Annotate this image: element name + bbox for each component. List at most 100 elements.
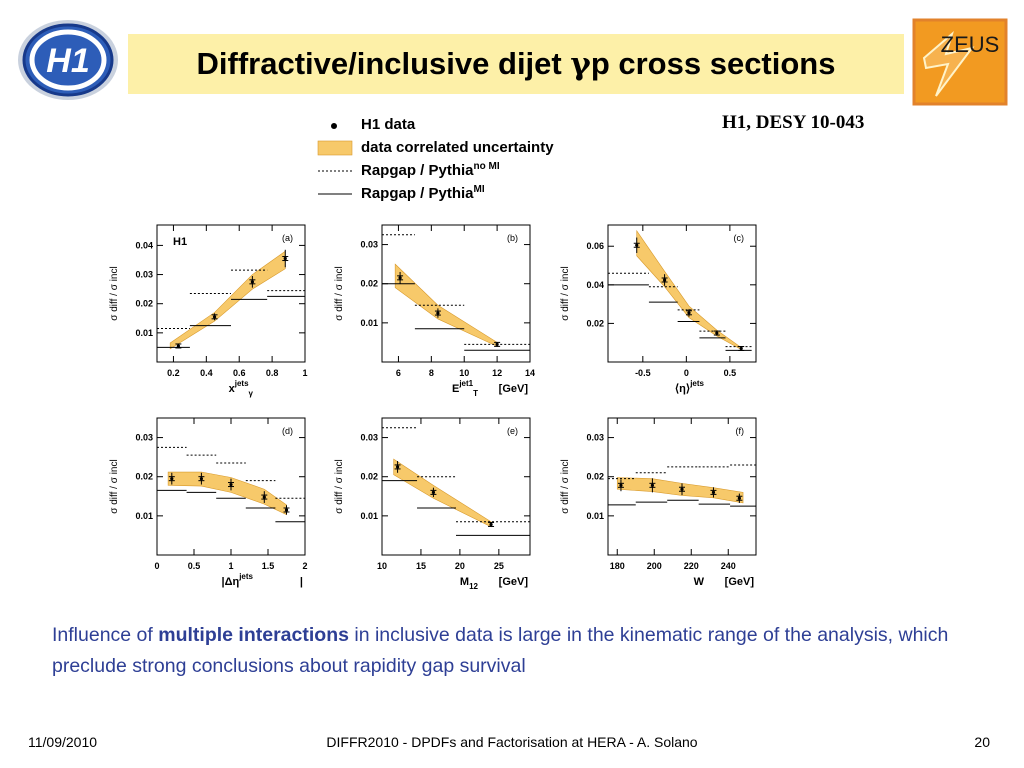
data-point [436, 311, 440, 315]
data-point [212, 315, 217, 319]
footer-page-number: 20 [974, 734, 990, 750]
legend-label: H1 data [361, 116, 416, 133]
panel-tag: (b) [507, 233, 518, 243]
footer-date: 11/09/2010 [28, 734, 98, 750]
zeus-logo: ZEUS [912, 18, 1008, 106]
x-tick-label: 200 [647, 561, 662, 571]
panel-tag: (a) [282, 233, 293, 243]
note-bold: multiple interactions [158, 624, 349, 646]
title-suffix: p cross sections [590, 46, 836, 81]
panel-frame [381, 417, 531, 556]
y-tick-label: 0.02 [586, 318, 604, 328]
x-tick-label: 0.5 [188, 561, 201, 571]
footer-center: DIFFR2010 - DPDFs and Factorisation at H… [326, 734, 698, 750]
panel-a: 0.2 0.4 0.6 0.8 1 0.01 0.02 0.03 0.04 (a) H1 σ diff… [109, 224, 308, 398]
legend-marker-band [317, 140, 353, 156]
uncertainty-band [169, 250, 286, 350]
title-prefix: Diffractive/inclusive dijet [196, 46, 571, 81]
data-point [489, 522, 493, 527]
legend: H1 data data correlated uncertainty Rapgap… [317, 116, 554, 202]
x-tick-label: 10 [459, 368, 469, 378]
y-axis-label: σ diff / σ incl [109, 266, 120, 320]
y-tick-label: 0.02 [586, 472, 604, 482]
x-axis-label: Ejet1T [452, 379, 478, 398]
data-point [635, 243, 639, 247]
experiment-label: H1 [173, 236, 187, 248]
panel-frame [156, 224, 306, 363]
data-point [650, 483, 655, 487]
x-axis-unit: [GeV] [499, 576, 529, 588]
x-tick-label: 0.4 [200, 368, 213, 378]
uncertainty-band [616, 477, 744, 504]
h1-logo: H1 [18, 20, 118, 100]
legend-label: Rapgap / Pythiano MI [361, 161, 500, 179]
x-tick-label: 1 [228, 561, 233, 571]
data-point [398, 276, 402, 280]
x-tick-label: 10 [377, 561, 387, 571]
x-axis-label: M12 [460, 576, 479, 591]
y-axis-label: σ diff / σ incl [560, 266, 571, 320]
panel-e: 10 15 20 25 0.01 0.02 0.03 (e) σ diff / σ incl M1… [334, 417, 531, 591]
data-point [283, 256, 287, 261]
data-point [737, 496, 741, 500]
data-point [199, 477, 203, 481]
x-tick-label: 6 [396, 368, 401, 378]
x-tick-label: 15 [416, 561, 426, 571]
x-tick-label: 20 [455, 561, 465, 571]
x-tick-label: 240 [721, 561, 736, 571]
x-tick-label: 0 [154, 561, 159, 571]
zeus-logo-text: ZEUS [941, 32, 1000, 57]
y-tick-label: 0.04 [135, 240, 153, 250]
x-tick-label: 2 [302, 561, 307, 571]
data-point [619, 483, 623, 487]
data-point [229, 482, 233, 487]
data-point [680, 487, 684, 491]
title-gamma: γ [570, 46, 591, 82]
panel-tag: (d) [282, 426, 293, 436]
data-point [250, 280, 254, 284]
x-tick-label: 1 [302, 368, 307, 378]
panel-f: 180 200 220 240 0.01 0.02 0.03 (f) σ diff / σ in… [560, 417, 757, 588]
x-tick-label: 0.2 [167, 368, 180, 378]
y-tick-label: 0.03 [135, 270, 153, 280]
x-tick-label: 0.5 [724, 368, 737, 378]
data-point [395, 465, 400, 469]
y-tick-label: 0.01 [586, 511, 604, 521]
x-axis-label: |Δηjets [222, 572, 254, 588]
panel-frame [607, 224, 757, 363]
data-point [170, 477, 174, 481]
data-point [662, 278, 667, 282]
y-tick-label: 0.01 [360, 318, 378, 328]
x-axis-label: xjetsγ [229, 379, 254, 398]
title-bar: Diffractive/inclusive dijet γp cross sec… [128, 34, 904, 94]
y-tick-label: 0.01 [135, 511, 153, 521]
x-tick-label: 14 [525, 368, 535, 378]
x-tick-label: 25 [494, 561, 504, 571]
y-tick-label: 0.02 [360, 472, 378, 482]
y-tick-label: 0.03 [360, 240, 378, 250]
x-axis-unit: [GeV] [725, 576, 755, 588]
h1-logo-text: H1 [46, 42, 89, 80]
figure: H1 data data correlated uncertainty Rapgap… [109, 116, 757, 591]
y-tick-label: 0.02 [135, 472, 153, 482]
data-point [495, 342, 499, 346]
data-point [284, 508, 289, 512]
legend-label: data correlated uncertainty [361, 139, 554, 156]
y-tick-label: 0.03 [135, 433, 153, 443]
y-axis-label: σ diff / σ incl [334, 459, 345, 513]
x-axis-unit: | [300, 576, 303, 588]
data-point [687, 311, 691, 315]
y-tick-label: 0.04 [586, 280, 604, 290]
x-tick-label: -0.5 [635, 368, 651, 378]
panel-tag: (c) [734, 233, 745, 243]
legend-label: Rapgap / PythiaMI [361, 184, 485, 202]
slide-title: Diffractive/inclusive dijet γp cross sec… [197, 46, 836, 82]
data-point [176, 344, 180, 348]
x-tick-label: 12 [492, 368, 502, 378]
y-tick-label: 0.03 [360, 433, 378, 443]
x-tick-label: 1.5 [262, 561, 275, 571]
x-tick-label: 0.6 [233, 368, 246, 378]
y-tick-label: 0.06 [586, 241, 604, 251]
panel-c: -0.5 0 0.5 0.02 0.04 0.06 (c) σ diff / σ incl ⟨η… [560, 224, 757, 395]
note-after: in inclusive data is large in the kinema… [52, 624, 949, 677]
